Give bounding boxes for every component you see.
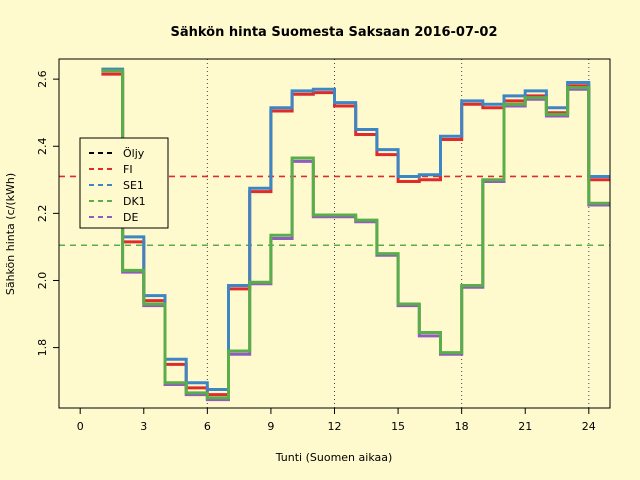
legend-label: FI [123,163,133,176]
x-tick-label: 24 [582,420,596,433]
plot-area: 0 3 6 9 12 15 18 21 24 1.8 2.0 2.2 2.4 2.6 Öljy FI SE1 DK… [36,58,611,433]
chart-title: Sähkön hinta Suomesta Saksaan 2016-07-02 [170,25,497,40]
y-axis-label: Sähkön hinta (c/(kWh) [4,173,17,295]
x-tick-label: 18 [455,420,469,433]
y-tick-label: 2.4 [36,138,49,156]
legend: Öljy FI SE1 DK1 DE [79,137,169,229]
x-tick-label: 0 [77,420,84,433]
legend-label: Öljy [123,147,145,160]
x-tick-label: 9 [267,420,274,433]
legend-label: DE [123,211,138,224]
legend-label: SE1 [123,179,144,192]
y-tick-label: 1.8 [36,339,49,357]
y-tick-label: 2.6 [36,70,49,88]
x-tick-label: 15 [391,420,405,433]
legend-box [79,137,169,229]
y-tick-label: 2.2 [36,205,49,223]
legend-label: DK1 [123,195,146,208]
x-axis-label: Tunti (Suomen aikaa) [275,451,393,464]
y-tick-label: 2.0 [36,272,49,290]
x-tick-label: 12 [328,420,342,433]
x-tick-label: 6 [204,420,211,433]
x-tick-label: 3 [140,420,147,433]
series-line-dk1 [101,69,610,400]
series-line-se1 [101,67,610,391]
x-tick-label: 21 [518,420,532,433]
